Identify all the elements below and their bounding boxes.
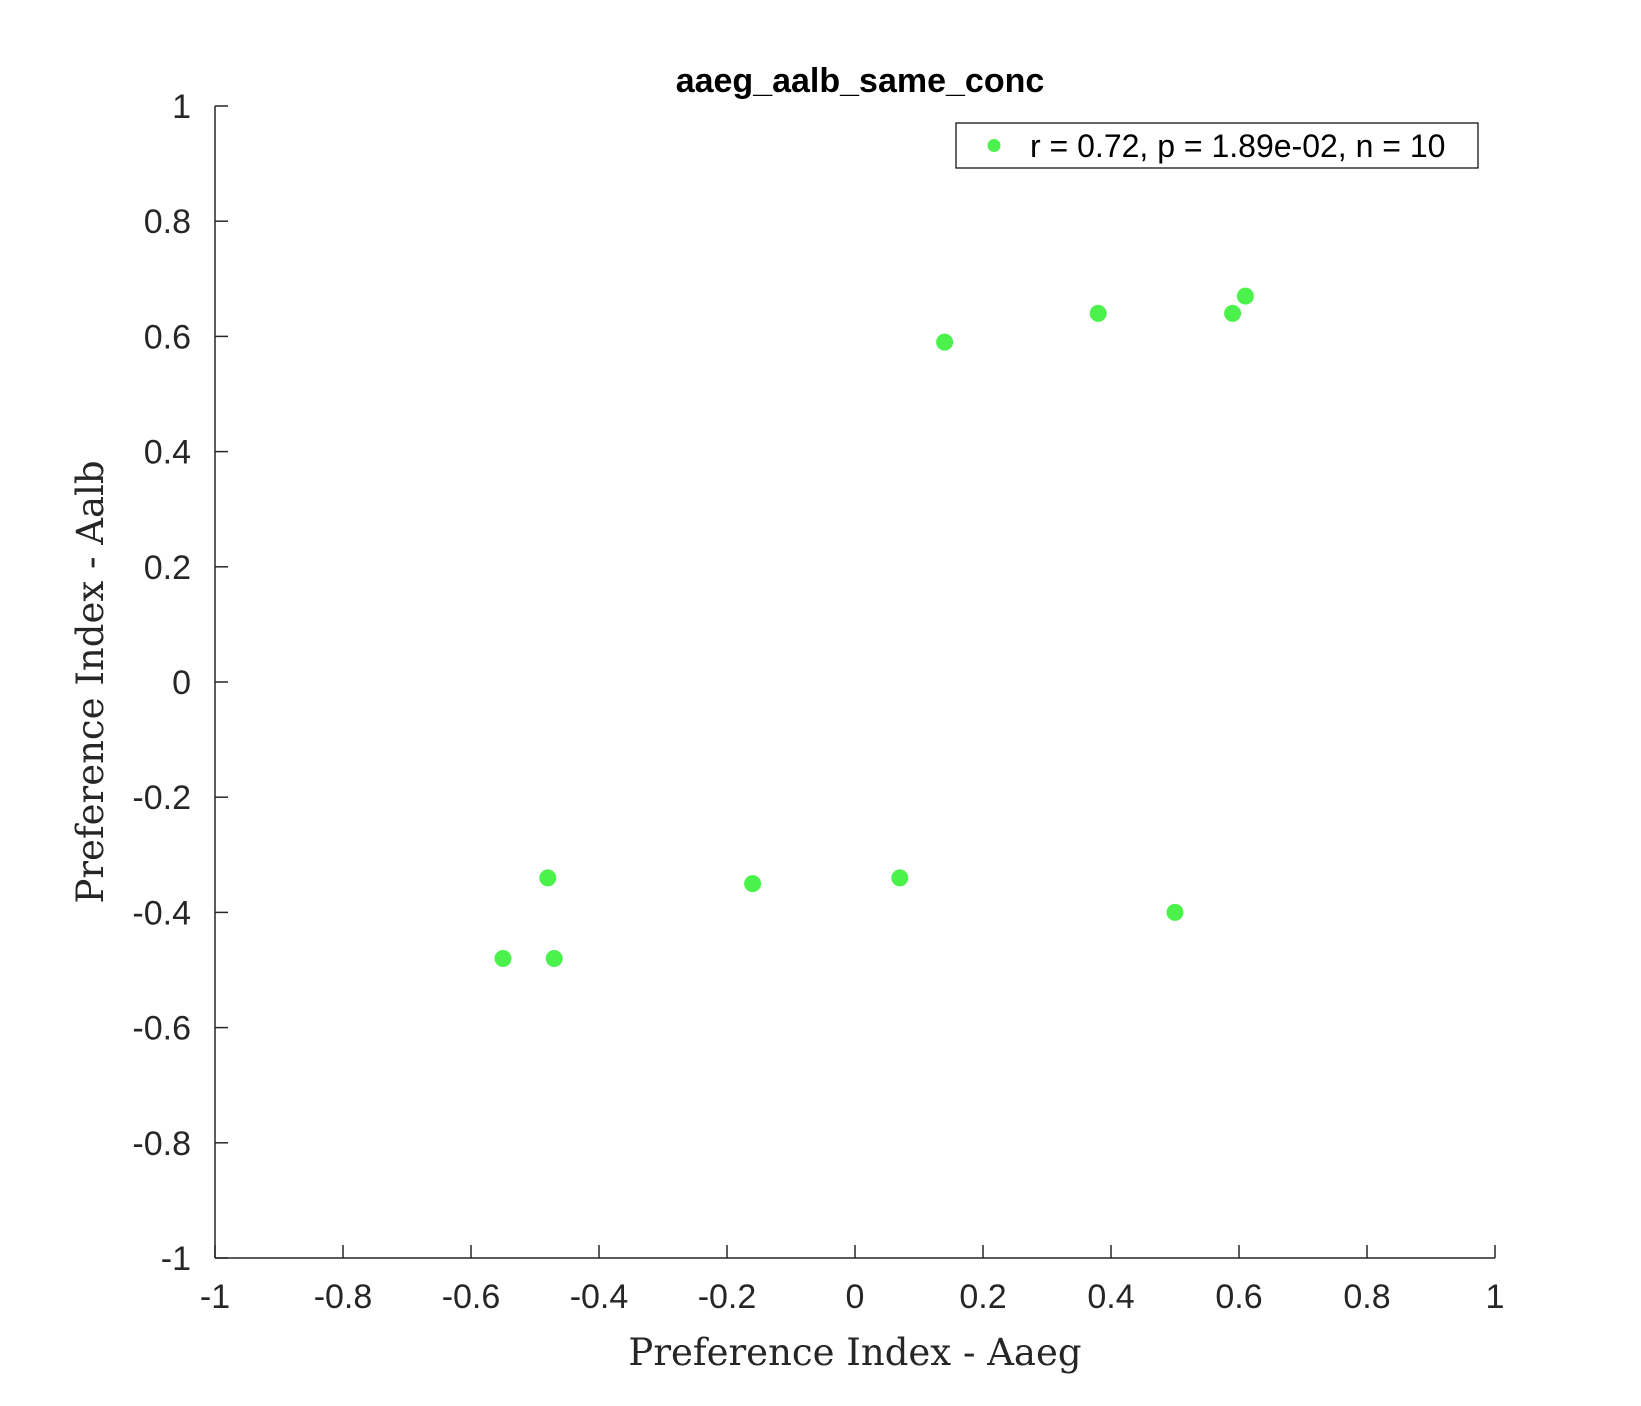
data-point	[936, 333, 954, 351]
data-point	[891, 869, 909, 887]
legend-entry: r = 0.72, p = 1.89e-02, n = 10	[1030, 128, 1445, 164]
x-tick-label: 0.4	[1087, 1278, 1134, 1316]
y-axis-ticks: -1 -0.8 -0.6 -0.4 -0.2 0 0.2 0.4 0.6 0.8 1	[132, 88, 228, 1278]
x-tick-label: -0.2	[698, 1278, 757, 1316]
y-tick-label: -0.4	[132, 894, 191, 932]
x-tick-label: -0.8	[314, 1278, 373, 1316]
x-tick-label: 0	[846, 1278, 865, 1316]
data-points	[494, 287, 1254, 967]
x-axis-ticks: -1 -0.8 -0.6 -0.4 -0.2 0 0.2 0.4 0.6 0.8 1	[200, 1245, 1505, 1316]
x-tick-label: 0.2	[959, 1278, 1006, 1316]
data-point	[1236, 287, 1254, 305]
x-tick-label: 1	[1486, 1278, 1505, 1316]
legend-marker	[987, 139, 1001, 152]
data-point	[1224, 304, 1242, 322]
x-tick-label: 0.6	[1215, 1278, 1262, 1316]
y-tick-label: 0.8	[144, 203, 191, 241]
y-tick-label: 0.6	[144, 318, 191, 356]
legend: r = 0.72, p = 1.89e-02, n = 10	[955, 122, 1479, 169]
data-point	[494, 949, 512, 967]
y-tick-label: -0.2	[132, 779, 191, 817]
y-tick-label: 0.2	[144, 549, 191, 587]
data-point	[539, 869, 557, 887]
x-tick-label: 0.8	[1343, 1278, 1390, 1316]
y-tick-label: 0	[172, 664, 191, 702]
x-axis-label: Preference Index - Aaeg	[628, 1331, 1081, 1374]
data-point	[1166, 903, 1184, 921]
x-tick-label: -0.6	[442, 1278, 501, 1316]
chart-title: aaeg_aalb_same_conc	[676, 62, 1045, 100]
y-tick-label: 0.4	[144, 434, 191, 472]
y-axis-label: Preference Index - Aalb	[69, 460, 112, 903]
data-point	[545, 949, 563, 967]
data-point	[1089, 304, 1107, 322]
y-tick-label: -1	[161, 1240, 191, 1278]
data-point	[744, 875, 762, 893]
y-tick-label: -0.8	[132, 1125, 191, 1163]
x-tick-label: -1	[200, 1278, 230, 1316]
y-tick-label: -0.6	[132, 1010, 191, 1048]
legend-box	[955, 122, 1479, 169]
x-tick-label: -0.4	[570, 1278, 629, 1316]
y-tick-label: 1	[172, 88, 191, 126]
